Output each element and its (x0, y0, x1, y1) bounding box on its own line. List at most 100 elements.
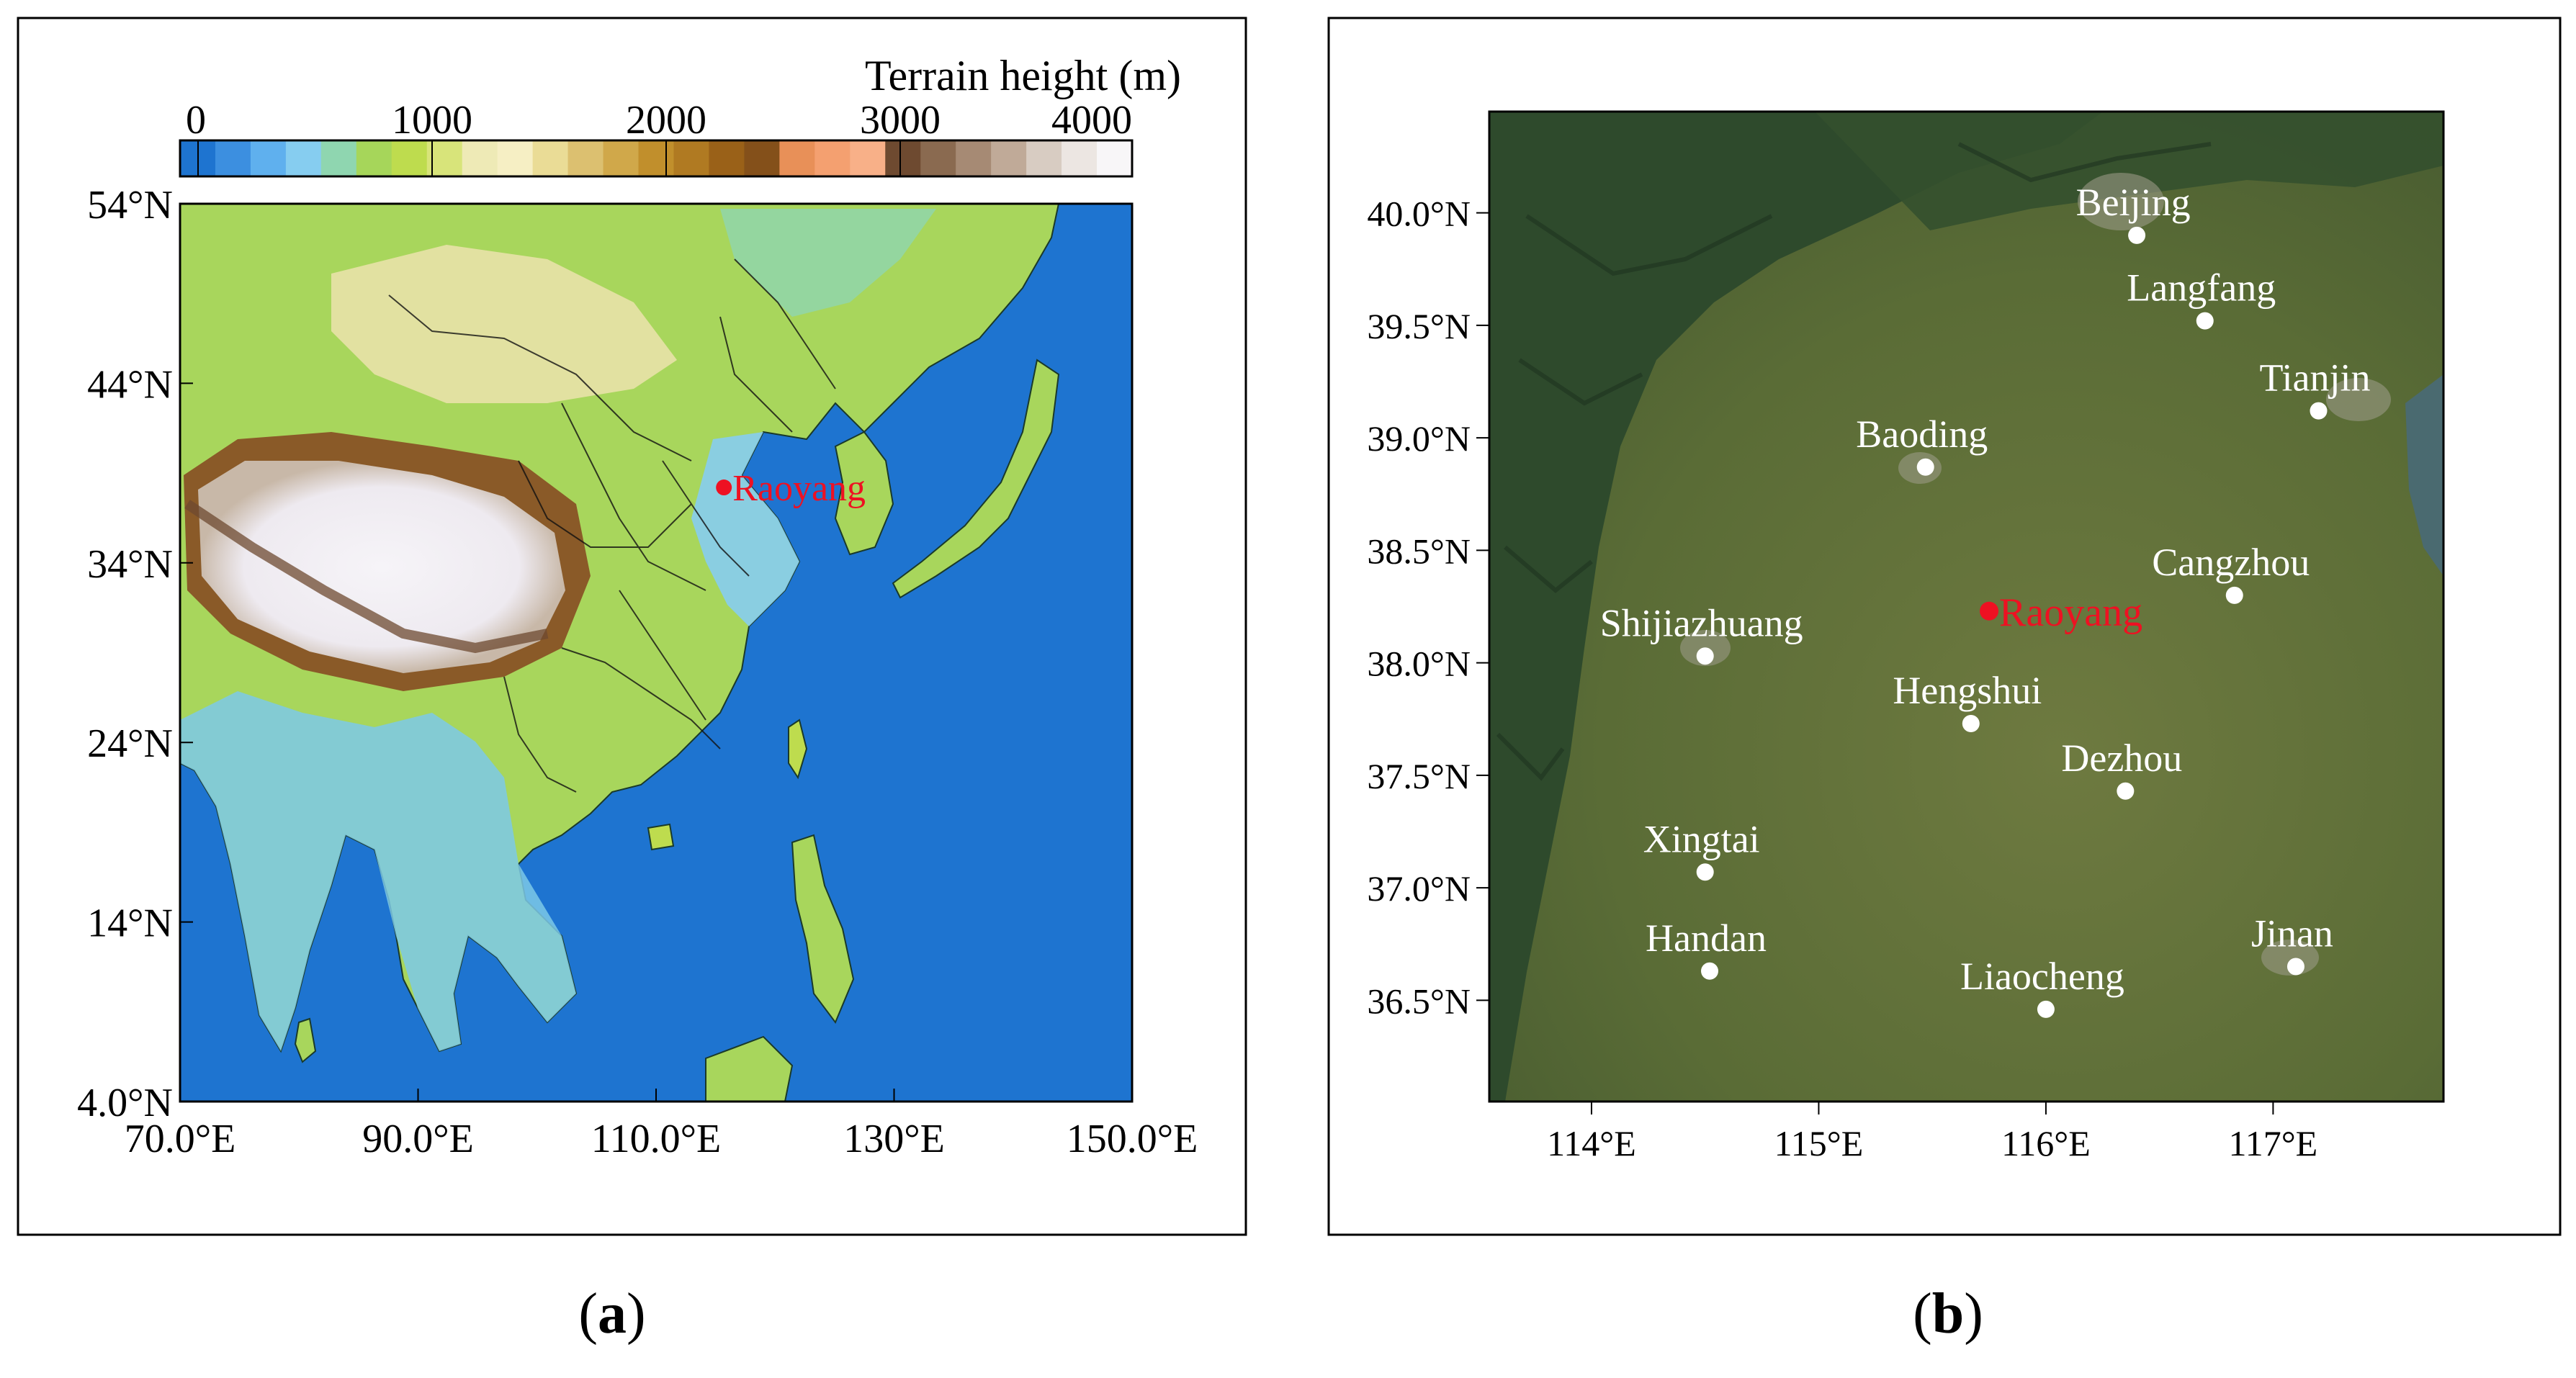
colorbar-swatch (709, 140, 745, 176)
yanshan-mountains (1815, 112, 2443, 230)
city-dot (2286, 958, 2305, 976)
colorbar-tick-label: 1000 (392, 98, 472, 143)
satellite-image (1489, 112, 2443, 1102)
city-dot (1916, 458, 1934, 476)
colorbar: Terrain height (m) 0 1000 2000 3000 4000 (179, 52, 1181, 178)
colorbar-tick-label: 3000 (860, 98, 941, 143)
colorbar-swatch (1026, 140, 1063, 176)
city-label: Baoding (1856, 413, 1988, 456)
lowlands (180, 691, 576, 1051)
x-tick-label: 110.0°E (591, 1117, 722, 1161)
city-label: Hengshui (1893, 669, 2042, 712)
map-frame-b (1488, 110, 2445, 1103)
philippines (791, 834, 855, 1024)
x-tick-label-b: 115°E (1774, 1123, 1864, 1163)
city-marker: Dezhou (2061, 737, 2182, 800)
city-label: Dezhou (2061, 737, 2182, 780)
y-tick-label: 14°N (87, 901, 173, 946)
colorbar-swatch (567, 140, 604, 176)
colorbar-swatch (638, 140, 675, 176)
city-label: Shijiazhuang (1600, 601, 1803, 644)
siberia-lowland (720, 209, 936, 317)
city-label: Jinan (2251, 912, 2333, 955)
korea (834, 431, 894, 556)
y-tick-label-b: 36.5°N (1367, 981, 1471, 1021)
city-dot (2225, 586, 2243, 604)
taiwan (788, 719, 808, 780)
colorbar-swatch (462, 140, 498, 176)
colorbar-swatch (250, 140, 287, 176)
y-tick-label-b: 38.0°N (1367, 644, 1471, 684)
city-label: Tianjin (2259, 356, 2370, 400)
hainan (647, 823, 675, 851)
colorbar-swatch (356, 140, 392, 176)
x-tick-label-b: 117°E (2229, 1123, 2318, 1163)
x-tick-label-b: 114°E (1547, 1123, 1636, 1163)
city-dot (1696, 647, 1714, 665)
y-tick-label: 54°N (87, 183, 173, 228)
y-tick-label-b: 39.0°N (1367, 418, 1471, 459)
city-marker: Tianjin (2259, 356, 2371, 420)
himalaya-ridge (184, 500, 549, 654)
station-label: Raoyang (732, 468, 866, 509)
panel-b-satellite-map: 40.0°N 39.5°N 39.0°N 38.5°N 38.0°N 37.5°N 37.0… (1327, 17, 2562, 1236)
city-marker: Jinan (2251, 912, 2333, 976)
colorbar-swatch (885, 140, 922, 176)
city-label: Cangzhou (2152, 541, 2310, 584)
y-tick-label: 24°N (87, 721, 173, 766)
y-tick-label: 44°N (87, 362, 173, 407)
city-marker: Hengshui (1893, 669, 2042, 732)
colorbar-swatch (673, 140, 710, 176)
x-tick-label: 150.0°E (1067, 1117, 1198, 1161)
colorbar-swatch (497, 140, 534, 176)
station-raoyang-b: Raoyang (1980, 590, 2142, 635)
x-tick-label-b: 116°E (2001, 1123, 2091, 1163)
colorbar-swatch (744, 140, 781, 176)
y-tick-label-b: 39.5°N (1367, 306, 1471, 346)
city-label: Xingtai (1643, 817, 1760, 860)
city-marker: Shijiazhuang (1600, 601, 1803, 665)
colorbar-swatch (779, 140, 816, 176)
y-tick-label: 34°N (87, 542, 173, 587)
station-raoyang-a: Raoyang (716, 468, 866, 509)
colorbar-swatch (426, 140, 463, 176)
city-dot (1696, 863, 1714, 881)
x-tick-label: 70.0°E (125, 1117, 236, 1161)
city-label: Handan (1646, 917, 1767, 960)
city-marker: Beijing (2076, 181, 2191, 244)
sri-lanka (294, 1017, 317, 1063)
colorbar-tick-label: 2000 (626, 98, 706, 143)
province-borders (388, 258, 836, 793)
colorbar-swatch (285, 140, 322, 176)
panel-a-terrain-map: Terrain height (m) 0 1000 2000 3000 4000 (17, 17, 1247, 1236)
colorbar-swatch (1097, 140, 1133, 176)
y-tick-label-b: 37.0°N (1367, 868, 1471, 909)
y-tick-label: 4.0°N (77, 1081, 173, 1125)
city-label: Beijing (2076, 181, 2191, 224)
colorbar-swatch (991, 140, 1028, 176)
colorbar-swatch (1062, 140, 1098, 176)
city-dot (2196, 312, 2214, 330)
colorbar-swatch (920, 140, 957, 176)
y-tick-label-b: 38.5°N (1367, 531, 1471, 571)
borneo (705, 1035, 794, 1102)
mongolian-plateau (331, 245, 677, 403)
colorbar-title: Terrain height (m) (865, 52, 1181, 99)
caption-b: (b) (1913, 1282, 1983, 1346)
city-marker: Xingtai (1643, 817, 1760, 881)
colorbar-tick-label: 0 (186, 98, 206, 143)
colorbar-swatch (391, 140, 428, 176)
city-marker: Liaocheng (1960, 955, 2124, 1018)
colorbar-swatch (532, 140, 569, 176)
tibetan-plateau-snow (198, 461, 565, 673)
japan (892, 359, 1060, 599)
terrain-map-area (180, 204, 1132, 1102)
city-label: Langfang (2127, 266, 2276, 310)
y-tick-label-b: 37.5°N (1367, 756, 1471, 796)
city-dot (2310, 402, 2328, 420)
city-dot (1962, 715, 1980, 732)
colorbar-swatch (320, 140, 357, 176)
north-china-plain (691, 432, 799, 626)
colorbar-tick-label: 4000 (1051, 98, 1132, 143)
colorbar-swatch (215, 140, 251, 176)
